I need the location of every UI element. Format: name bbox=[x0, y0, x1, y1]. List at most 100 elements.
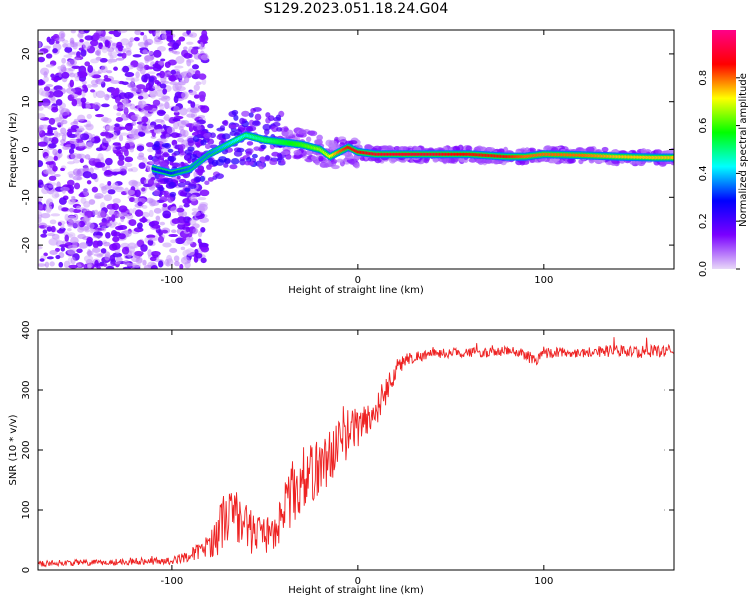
spectrogram-point bbox=[48, 184, 54, 189]
spectrogram-point bbox=[107, 180, 112, 186]
spectrogram-point bbox=[47, 127, 58, 131]
spectrogram-point bbox=[71, 195, 76, 200]
spectrogram-point bbox=[182, 237, 187, 242]
spectrogram-point bbox=[45, 53, 53, 59]
spectrogram-point bbox=[130, 77, 135, 85]
spectrogram-point bbox=[130, 128, 139, 136]
spectrogram-point bbox=[124, 123, 133, 131]
spectrogram-point bbox=[43, 45, 52, 49]
spectrogram-point bbox=[116, 213, 124, 218]
spectrogram-point bbox=[152, 65, 162, 72]
spectrogram-point bbox=[207, 177, 214, 182]
spectrogram-point bbox=[236, 147, 245, 153]
spectrogram-point bbox=[336, 158, 344, 163]
spectrogram-point bbox=[124, 156, 134, 163]
spectrogram-point bbox=[41, 102, 51, 106]
spectrogram-point bbox=[68, 207, 75, 212]
spectrogram-point bbox=[115, 57, 125, 61]
spectrogram-point bbox=[94, 228, 99, 233]
spectrogram-point bbox=[38, 41, 42, 48]
spectrogram-point bbox=[55, 40, 60, 44]
spectrogram-point bbox=[173, 255, 180, 262]
spectrogram-point bbox=[52, 148, 58, 156]
spectrogram-point bbox=[252, 120, 261, 127]
spectrogram-point bbox=[49, 261, 55, 267]
spectrogram-point bbox=[46, 226, 52, 232]
spectrogram-point bbox=[82, 84, 87, 89]
spectrogram-y-tick-label: 10 bbox=[21, 95, 32, 108]
spectrogram-point bbox=[51, 77, 61, 81]
spectrogram-point bbox=[200, 257, 207, 264]
spectrogram-point bbox=[153, 207, 162, 214]
spectrogram-point bbox=[132, 54, 142, 58]
spectrogram-point bbox=[180, 256, 191, 265]
spectrogram-point bbox=[67, 248, 76, 255]
spectrogram-point bbox=[192, 228, 198, 235]
spectrogram-point bbox=[131, 181, 142, 187]
spectrogram-point bbox=[305, 150, 314, 156]
snr-y-tick-label: 100 bbox=[21, 500, 32, 519]
spectrogram-point bbox=[40, 213, 51, 219]
spectrogram-point bbox=[138, 162, 146, 169]
spectrogram-point bbox=[178, 36, 186, 42]
spectrogram-point bbox=[77, 91, 82, 96]
spectrogram-point bbox=[154, 35, 162, 43]
spectrogram-point bbox=[170, 69, 177, 75]
spectrogram-point bbox=[159, 83, 167, 89]
spectrogram-point bbox=[176, 207, 185, 213]
spectrogram-point bbox=[144, 40, 149, 48]
spectrogram-point bbox=[67, 227, 72, 232]
spectrogram-point bbox=[199, 189, 210, 197]
spectrogram-point bbox=[330, 143, 336, 150]
spectrogram-point bbox=[49, 250, 58, 256]
spectrogram-point bbox=[655, 149, 662, 155]
spectrogram-point bbox=[146, 51, 155, 55]
spectrogram-point bbox=[92, 102, 101, 110]
spectrogram-point bbox=[195, 252, 203, 259]
spectrogram-point bbox=[445, 157, 452, 164]
spectrogram-point bbox=[40, 91, 50, 97]
spectrogram-point bbox=[122, 266, 131, 269]
spectrogram-point bbox=[101, 103, 110, 108]
spectrogram-point bbox=[187, 232, 193, 238]
spectrogram-point bbox=[93, 253, 104, 257]
spectrogram-point bbox=[165, 31, 174, 40]
spectrogram-point bbox=[100, 248, 107, 254]
spectrogram-point bbox=[77, 233, 87, 240]
spectrogram-point bbox=[268, 115, 275, 122]
spectrogram-point bbox=[193, 171, 198, 179]
spectrogram-point bbox=[123, 102, 133, 107]
spectrogram-point bbox=[143, 105, 153, 111]
spectrogram-point bbox=[150, 200, 160, 207]
spectrogram-point bbox=[190, 48, 199, 55]
spectrogram-point bbox=[138, 132, 146, 137]
spectrogram-point bbox=[38, 101, 44, 107]
spectrogram-point bbox=[84, 225, 90, 231]
spectrogram-point bbox=[601, 146, 609, 153]
spectrogram-point bbox=[269, 159, 278, 165]
spectrogram-point bbox=[70, 143, 76, 150]
spectrogram-point bbox=[188, 90, 197, 96]
spectrogram-point bbox=[199, 242, 209, 248]
spectrogram-point bbox=[111, 214, 116, 222]
spectrogram-point bbox=[140, 244, 148, 252]
spectrogram-y-tick-label: 0 bbox=[21, 146, 32, 152]
colorbar: 0.0 0.2 0.4 0.6 0.8 Normalized spectral ampl… bbox=[698, 30, 749, 277]
spectrogram-point bbox=[402, 146, 408, 152]
spectrogram-point bbox=[169, 247, 178, 254]
spectrogram-point bbox=[38, 204, 43, 210]
spectrogram-point bbox=[134, 30, 142, 36]
spectrogram-point bbox=[48, 38, 55, 45]
spectrogram-point bbox=[134, 250, 144, 257]
snr-y-tick-label: 300 bbox=[21, 380, 32, 399]
spectrogram-point bbox=[101, 166, 108, 172]
spectrogram-point bbox=[173, 106, 180, 113]
spectrogram-point bbox=[136, 145, 145, 152]
spectrogram-point bbox=[148, 30, 154, 34]
spectrogram-point bbox=[218, 156, 227, 163]
spectrogram-point bbox=[183, 75, 190, 84]
spectrogram-point bbox=[139, 90, 146, 94]
spectrogram-point bbox=[156, 177, 165, 183]
spectrogram-point bbox=[141, 211, 150, 218]
